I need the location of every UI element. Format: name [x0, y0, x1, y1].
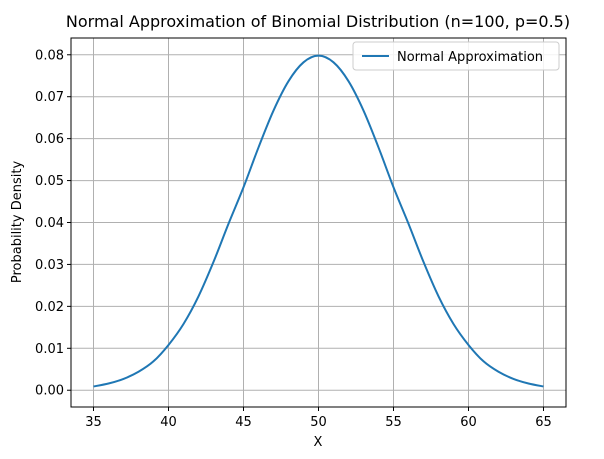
legend-entry-normal-approximation: Normal Approximation: [397, 50, 543, 65]
y-tick-label: 0.08: [35, 48, 64, 63]
y-tick-label: 0.07: [35, 90, 64, 105]
y-tick-label: 0.05: [35, 174, 64, 189]
y-tick-label: 0.01: [35, 342, 64, 357]
y-tick-label: 0.00: [35, 384, 64, 399]
legend: Normal Approximation: [352, 41, 560, 71]
x-tick-label: 60: [460, 415, 477, 430]
grid: [71, 38, 566, 407]
y-axis-label: Probability Density: [10, 161, 25, 284]
y-tick-label: 0.03: [35, 258, 64, 273]
legend-box: [352, 41, 560, 71]
x-tick-label: 55: [385, 415, 402, 430]
y-tick-label: 0.06: [35, 132, 64, 147]
y-tick-label: 0.02: [35, 300, 64, 315]
x-tick-label: 65: [535, 415, 552, 430]
x-tick-label: 50: [310, 415, 327, 430]
x-tick-label: 40: [160, 415, 177, 430]
x-tick-label: 45: [235, 415, 252, 430]
x-axis-label: X: [314, 435, 323, 450]
x-tick-label: 35: [85, 415, 102, 430]
series-line-normal-approximation: [93, 54, 544, 388]
chart-title: Normal Approximation of Binomial Distrib…: [66, 12, 570, 31]
y-tick-label: 0.04: [35, 216, 64, 231]
series: [93, 54, 544, 388]
ticks: 35 40 45 50 55 60 65 0.00 0.01 0.02 0.03 0.04 0.05 0.…: [35, 48, 552, 430]
